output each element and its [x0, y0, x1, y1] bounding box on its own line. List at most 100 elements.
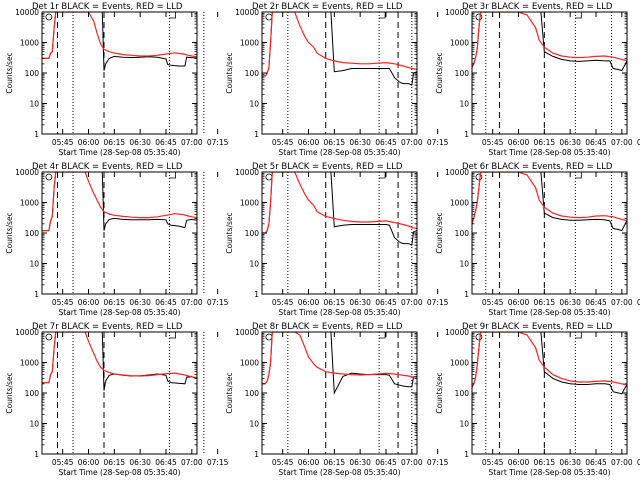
- panel-title: Det 4r BLACK = Events, RED = LLD: [32, 162, 183, 172]
- x-axis-label: Start Time (28-Sep-08 05:35:40): [59, 468, 181, 477]
- panel-title: Det 6r BLACK = Events, RED = LLD: [462, 162, 613, 172]
- x-tick-label: 07:15: [427, 458, 449, 467]
- series-events: [262, 332, 417, 395]
- x-tick-label: 07:00: [181, 458, 203, 467]
- x-tick-label: 06:00: [298, 298, 320, 307]
- y-tick-label: 1000: [450, 199, 469, 208]
- y-tick-label: 1000: [240, 359, 259, 368]
- x-tick-label: 06:30: [559, 298, 581, 307]
- y-tick-label: 1: [34, 130, 39, 139]
- x-tick-label: 06:00: [78, 298, 100, 307]
- x-axis-label: Start Time (28-Sep-08 05:35:40): [59, 308, 181, 317]
- y-tick-label: 10: [459, 260, 469, 269]
- x-tick-label: 06:15: [104, 298, 126, 307]
- x-tick-label: 05:45: [52, 458, 74, 467]
- series-lld: [472, 172, 627, 224]
- y-axis-label: Counts/sec: [225, 212, 234, 253]
- panel-title: Det 5r BLACK = Events, RED = LLD: [252, 162, 403, 172]
- top-marker-circle: [475, 173, 483, 181]
- y-axis-label: Counts/sec: [225, 52, 234, 93]
- y-tick-label: 10: [249, 420, 259, 429]
- panel-title: Det 9r BLACK = Events, RED = LLD: [462, 322, 613, 332]
- y-tick-label: 1: [34, 290, 39, 299]
- y-tick-label: 1: [254, 450, 259, 459]
- y-tick-label: 1: [254, 130, 259, 139]
- top-marker-bracket: [575, 172, 582, 179]
- y-tick-label: 100: [25, 69, 40, 78]
- x-tick-label: 06:45: [375, 138, 397, 147]
- y-tick-label: 10: [249, 100, 259, 109]
- x-tick-label: 05:45: [52, 138, 74, 147]
- y-tick-label: 10000: [445, 328, 469, 337]
- x-tick-label: 06:00: [298, 138, 320, 147]
- x-tick-label: 06:00: [298, 458, 320, 467]
- x-tick-label: 06:15: [324, 138, 346, 147]
- x-tick-label: 07:15: [427, 298, 449, 307]
- x-tick-label: 07:15: [207, 138, 229, 147]
- x-axis-label: Start Time (28-Sep-08 05:35:40): [279, 148, 401, 157]
- x-tick-label: 06:45: [375, 298, 397, 307]
- x-tick-label: 06:15: [534, 458, 556, 467]
- panel-3: Det 3r BLACK = Events, RED = LLD 1 10 100 10…: [435, 2, 640, 157]
- panel-8: Det 8r BLACK = Events, RED = LLD 1 10 100 10…: [225, 322, 449, 477]
- panel-title: Det 2r BLACK = Events, RED = LLD: [252, 2, 403, 12]
- x-tick-label: 06:15: [104, 138, 126, 147]
- x-tick-label: 07:15: [207, 298, 229, 307]
- panel-4: Det 4r BLACK = Events, RED = LLD 1 10 100 10…: [5, 162, 229, 317]
- top-marker-bracket: [575, 332, 582, 339]
- series-lld: [262, 332, 417, 385]
- x-tick-label: 06:30: [129, 458, 151, 467]
- x-tick-label: 07:00: [181, 298, 203, 307]
- y-tick-label: 100: [25, 229, 40, 238]
- y-tick-label: 100: [245, 69, 260, 78]
- top-marker-circle: [45, 333, 53, 341]
- x-axis-label: Start Time (28-Sep-08 05:35:40): [489, 468, 611, 477]
- y-tick-label: 1: [254, 290, 259, 299]
- x-tick-label: 06:30: [349, 138, 371, 147]
- y-tick-label: 10000: [15, 8, 39, 17]
- y-tick-label: 1000: [20, 199, 39, 208]
- x-tick-label: 07:15: [637, 138, 640, 147]
- x-tick-label: 06:30: [559, 138, 581, 147]
- top-marker-circle: [45, 173, 53, 181]
- x-tick-label: 06:45: [585, 458, 607, 467]
- y-tick-label: 10000: [445, 8, 469, 17]
- x-tick-label: 05:45: [272, 138, 294, 147]
- series-events: [262, 172, 417, 246]
- panel-1: Det 1r BLACK = Events, RED = LLD 1 10 100 10…: [5, 2, 229, 157]
- y-tick-label: 1: [464, 130, 469, 139]
- x-tick-label: 07:15: [637, 458, 640, 467]
- y-tick-label: 1: [464, 290, 469, 299]
- y-tick-label: 10: [459, 420, 469, 429]
- x-tick-label: 07:00: [611, 138, 633, 147]
- x-tick-label: 06:00: [508, 458, 530, 467]
- y-axis-label: Counts/sec: [435, 52, 444, 93]
- x-axis-label: Start Time (28-Sep-08 05:35:40): [489, 308, 611, 317]
- x-tick-label: 07:00: [401, 138, 423, 147]
- series-lld: [262, 12, 417, 77]
- top-marker-bracket: [169, 172, 176, 179]
- y-tick-label: 1: [34, 450, 39, 459]
- panel-title: Det 8r BLACK = Events, RED = LLD: [252, 322, 403, 332]
- series-events: [42, 172, 197, 232]
- x-tick-label: 07:00: [181, 138, 203, 147]
- y-tick-label: 10: [459, 100, 469, 109]
- x-tick-label: 06:15: [324, 458, 346, 467]
- top-marker-bracket: [169, 12, 176, 19]
- x-tick-label: 05:45: [52, 298, 74, 307]
- x-tick-label: 06:45: [155, 138, 177, 147]
- top-marker-bracket: [379, 172, 386, 179]
- x-axis-label: Start Time (28-Sep-08 05:35:40): [279, 468, 401, 477]
- series-events: [42, 332, 197, 391]
- y-tick-label: 10000: [15, 328, 39, 337]
- x-tick-label: 07:15: [427, 138, 449, 147]
- y-tick-label: 10: [249, 260, 259, 269]
- series-lld: [262, 172, 417, 234]
- y-tick-label: 1000: [450, 39, 469, 48]
- y-tick-label: 10000: [15, 168, 39, 177]
- y-axis-label: Counts/sec: [435, 212, 444, 253]
- x-tick-label: 06:15: [324, 298, 346, 307]
- x-axis-label: Start Time (28-Sep-08 05:35:40): [279, 308, 401, 317]
- y-tick-label: 1000: [20, 39, 39, 48]
